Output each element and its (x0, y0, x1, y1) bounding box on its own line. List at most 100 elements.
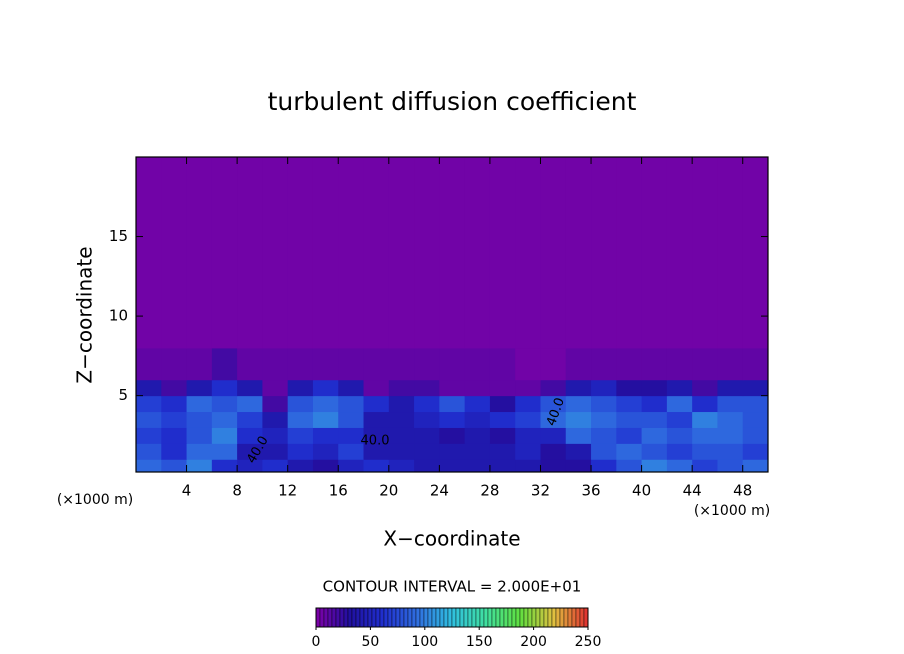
cell (489, 443, 516, 460)
cell (287, 459, 314, 473)
cell (464, 379, 491, 397)
cell (666, 411, 693, 428)
colorbar-swatch (551, 607, 557, 628)
colorbar-swatch (475, 607, 481, 628)
cell (363, 347, 390, 381)
cell (464, 347, 491, 381)
colorbar-swatch (567, 607, 573, 628)
cell (717, 395, 744, 413)
cell (136, 459, 162, 473)
cell (211, 379, 238, 397)
x-tick-label: 40 (632, 482, 651, 500)
colorbar-swatch (339, 607, 345, 628)
colorbar-swatch (399, 607, 405, 628)
cell (489, 379, 516, 397)
x-tick-label: 12 (278, 482, 297, 500)
cell (464, 443, 491, 460)
colorbar-swatch (435, 607, 441, 628)
y-axis-label: Z−coordinate (73, 246, 97, 383)
cell (363, 459, 390, 473)
cell (388, 347, 415, 381)
x-axis-label: X−coordinate (383, 527, 520, 551)
cell (717, 379, 744, 397)
cell (161, 459, 188, 473)
cell (388, 459, 415, 473)
colorbar-swatch (483, 607, 489, 628)
x-tick-label: 36 (581, 482, 600, 500)
cell (414, 395, 440, 413)
cell (136, 157, 162, 349)
colorbar-swatch (455, 607, 461, 628)
cell (312, 411, 339, 428)
cell (211, 459, 238, 473)
colorbar-swatch (555, 607, 561, 628)
cell (464, 459, 491, 473)
cell (287, 157, 314, 349)
cell (414, 459, 440, 473)
contour-label: 40.0 (361, 434, 390, 449)
cell (136, 347, 162, 381)
colorbar-swatch (579, 607, 585, 628)
colorbar-tick-label: 150 (466, 634, 493, 650)
cell (287, 411, 314, 428)
cell (515, 157, 541, 349)
cell (136, 411, 162, 428)
cell (211, 427, 238, 444)
cell (540, 347, 567, 381)
cell (363, 411, 390, 428)
cell (692, 157, 718, 349)
cell (262, 459, 289, 473)
cell (388, 427, 415, 444)
colorbar-swatch (491, 607, 497, 628)
colorbar-swatch (351, 607, 357, 628)
cell (616, 395, 643, 413)
colorbar-swatch (427, 607, 433, 628)
colorbar-swatch (327, 607, 333, 628)
cell (489, 427, 516, 444)
cell (641, 395, 668, 413)
cell (312, 157, 339, 349)
cell (388, 395, 415, 413)
cell (515, 459, 541, 473)
cell (312, 347, 339, 381)
cell (186, 411, 213, 428)
cell (262, 379, 289, 397)
cell (312, 427, 339, 444)
cell (641, 411, 668, 428)
cell (742, 157, 769, 349)
cell (540, 379, 567, 397)
cell (540, 411, 567, 428)
cell (287, 427, 314, 444)
cell (287, 443, 314, 460)
cell (666, 459, 693, 473)
cell (186, 459, 213, 473)
colorbar-frame (315, 607, 589, 628)
cell (742, 395, 769, 413)
cell (414, 411, 440, 428)
cell (641, 379, 668, 397)
cell (591, 459, 617, 473)
colorbar-swatch (315, 607, 321, 628)
colorbar-swatch (395, 607, 401, 628)
colorbar-swatch (507, 607, 513, 628)
x-unit: (×1000 m) (694, 503, 770, 519)
cell (692, 347, 718, 381)
cell (666, 395, 693, 413)
y-tick-label: 5 (118, 386, 128, 404)
cell (237, 347, 263, 381)
x-tick-label: 44 (683, 482, 702, 500)
cell (439, 395, 466, 413)
cell (717, 157, 744, 349)
colorbar-swatch (459, 607, 465, 628)
colorbar-swatch (391, 607, 397, 628)
cell (237, 395, 263, 413)
cell (439, 459, 466, 473)
cell (186, 347, 213, 381)
colorbar-tick-label: 250 (575, 634, 602, 650)
colorbar-swatch (419, 607, 425, 628)
colorbar-swatch (423, 607, 429, 628)
cell (363, 427, 390, 444)
cell (565, 379, 592, 397)
